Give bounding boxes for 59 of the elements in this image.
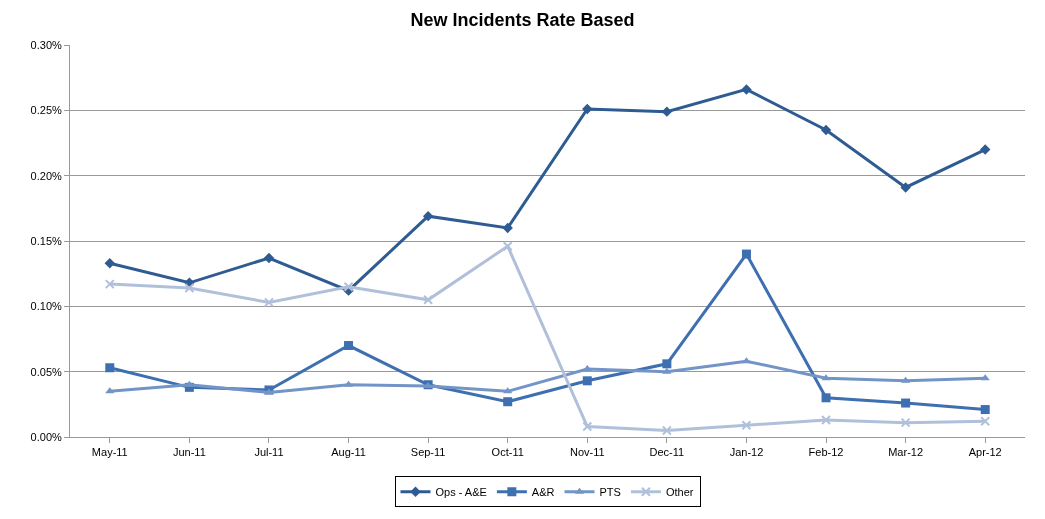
x-tick-label: Apr-12 bbox=[968, 446, 1002, 459]
point bbox=[662, 367, 672, 374]
point bbox=[662, 359, 672, 369]
y-tick-label: 0.30% bbox=[30, 38, 63, 51]
y-tick-label: 0.00% bbox=[30, 430, 63, 443]
point bbox=[582, 421, 593, 432]
point bbox=[502, 222, 513, 234]
point bbox=[423, 294, 434, 305]
x-tick-label: Sep-11 bbox=[410, 446, 446, 459]
x-tick-label: Aug-11 bbox=[331, 446, 366, 459]
point bbox=[263, 252, 275, 264]
y-tick-label: 0.20% bbox=[30, 169, 63, 182]
point bbox=[980, 416, 991, 427]
point bbox=[821, 415, 832, 426]
x-tick-label: May-11 bbox=[91, 446, 128, 459]
point bbox=[105, 363, 115, 373]
legend-label: Ops - A&E bbox=[435, 485, 487, 498]
point bbox=[502, 241, 513, 252]
point bbox=[821, 374, 831, 381]
point bbox=[901, 376, 911, 383]
y-tick-label: 0.05% bbox=[30, 365, 63, 378]
point bbox=[661, 425, 672, 436]
point bbox=[422, 210, 434, 222]
point bbox=[184, 380, 194, 387]
y-tick-label: 0.10% bbox=[30, 300, 63, 313]
point bbox=[900, 417, 911, 428]
x-tick-label: Jan-12 bbox=[729, 446, 764, 459]
x-tick-label: Jul-11 bbox=[254, 446, 284, 459]
legend-label: A&R bbox=[531, 485, 555, 498]
x-tick-label: Feb-12 bbox=[808, 446, 844, 459]
x-tick-label: Jun-11 bbox=[172, 446, 206, 459]
legend-label: PTS bbox=[599, 485, 621, 498]
point bbox=[503, 397, 513, 407]
point bbox=[582, 376, 592, 386]
y-tick-label: 0.25% bbox=[30, 104, 63, 117]
x-tick-label: Mar-12 bbox=[888, 446, 924, 459]
point bbox=[980, 374, 990, 381]
point bbox=[344, 341, 354, 351]
point bbox=[980, 144, 991, 155]
chart-title: New Incidents Rate Based bbox=[410, 9, 635, 30]
point bbox=[900, 182, 911, 193]
point bbox=[901, 398, 911, 408]
x-tick-label: Dec-11 bbox=[649, 446, 685, 459]
point bbox=[343, 281, 354, 292]
point bbox=[741, 249, 751, 259]
x-tick-label: Nov-11 bbox=[569, 446, 605, 459]
point bbox=[741, 420, 752, 431]
point bbox=[741, 84, 752, 95]
point bbox=[263, 297, 274, 308]
x-tick-label: Oct-11 bbox=[491, 446, 524, 459]
point bbox=[980, 405, 990, 415]
point bbox=[104, 258, 115, 269]
point bbox=[582, 103, 593, 115]
point bbox=[821, 393, 831, 403]
point bbox=[104, 279, 115, 290]
legend-label: Other bbox=[665, 485, 694, 498]
point bbox=[184, 283, 195, 294]
y-tick-label: 0.15% bbox=[30, 234, 63, 247]
point bbox=[820, 124, 832, 136]
